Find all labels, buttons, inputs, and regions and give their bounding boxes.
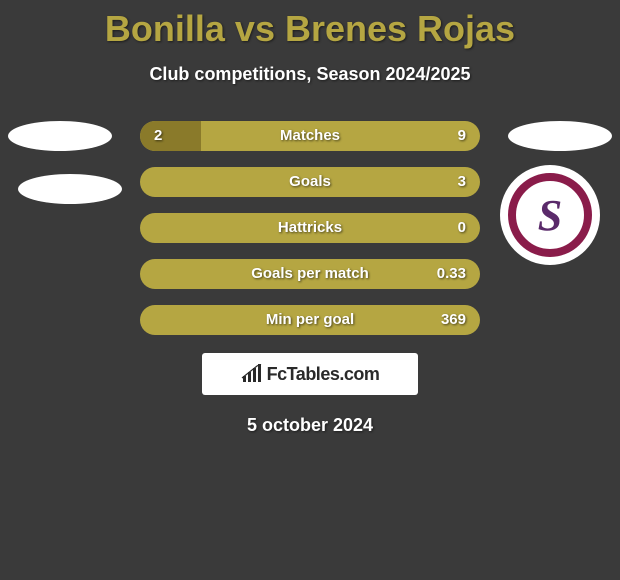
- stat-label: Goals: [140, 167, 480, 197]
- attribution-text: FcTables.com: [267, 364, 380, 385]
- stat-row: Goals3: [140, 167, 480, 197]
- stats-block: S Matches2 9 Goals3 Hattricks0 Goals per mat…: [0, 121, 620, 335]
- club-crest: S: [500, 165, 600, 265]
- stat-label: Min per goal: [140, 305, 480, 335]
- stat-row: Hattricks0: [140, 213, 480, 243]
- stat-value-left: 2: [154, 121, 162, 151]
- stat-label: Goals per match: [140, 259, 480, 289]
- page-title: Bonilla vs Brenes Rojas: [0, 0, 620, 50]
- stat-value-right: 0.33: [437, 259, 466, 289]
- stat-value-right: 3: [458, 167, 466, 197]
- club-crest-ring: S: [508, 173, 592, 257]
- player-left-badge-1: [8, 121, 112, 151]
- stat-value-right: 9: [458, 121, 466, 151]
- stat-label: Matches: [140, 121, 480, 151]
- player-right-badge-1: [508, 121, 612, 151]
- stat-row: Min per goal369: [140, 305, 480, 335]
- attribution-badge: FcTables.com: [202, 353, 418, 395]
- date-text: 5 october 2024: [0, 415, 620, 436]
- infographic-content: Bonilla vs Brenes Rojas Club competition…: [0, 0, 620, 436]
- subtitle: Club competitions, Season 2024/2025: [0, 64, 620, 85]
- player-left-badge-2: [18, 174, 122, 204]
- stat-label: Hattricks: [140, 213, 480, 243]
- stat-row: Matches2 9: [140, 121, 480, 151]
- stat-value-right: 0: [458, 213, 466, 243]
- club-crest-letter: S: [538, 190, 562, 241]
- stat-value-right: 369: [441, 305, 466, 335]
- bar-chart-icon: [241, 364, 263, 384]
- stat-row: Goals per match0.33: [140, 259, 480, 289]
